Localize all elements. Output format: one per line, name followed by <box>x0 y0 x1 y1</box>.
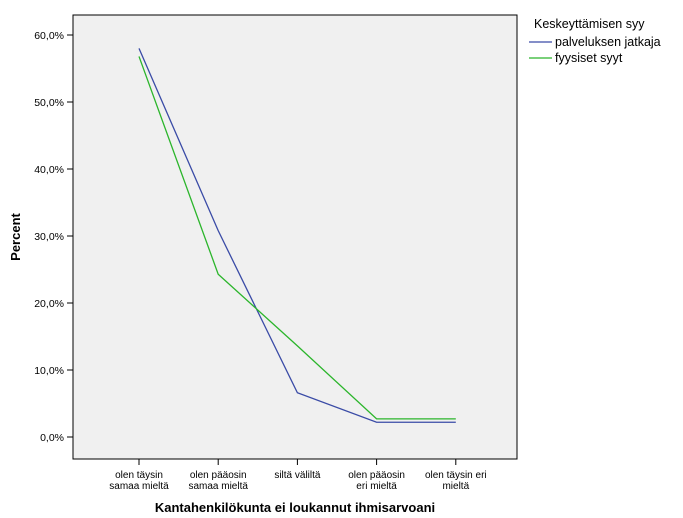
x-tick-label: eri mieltä <box>356 481 397 492</box>
y-tick-label: 40,0% <box>34 164 64 176</box>
legend: Keskeyttämisen syy palveluksen jatkaja fy… <box>529 17 661 65</box>
series-group <box>138 48 456 423</box>
y-tick-label: 50,0% <box>34 97 64 109</box>
y-axis-title: Percent <box>8 212 23 260</box>
x-tick-label: olen pääosin <box>348 470 405 481</box>
y-tick-label: 0,0% <box>40 432 64 444</box>
x-axis-title: Kantahenkilökunta ei loukannut ihmisarvo… <box>155 500 435 515</box>
x-tick-label: olen täysin eri <box>425 470 487 481</box>
y-tick-label: 20,0% <box>34 298 64 310</box>
x-tick-label: mieltä <box>442 481 469 492</box>
x-tick-label: siltä väliltä <box>274 470 321 481</box>
y-tick-label: 60,0% <box>34 30 64 42</box>
plot-area <box>72 14 518 460</box>
y-tick-label: 10,0% <box>34 365 64 377</box>
x-tick-label: olen pääosin <box>190 470 247 481</box>
legend-item-label: fyysiset syyt <box>555 51 623 65</box>
series-line-1 <box>138 56 456 420</box>
x-tick-label: samaa mieltä <box>188 481 248 492</box>
legend-title: Keskeyttämisen syy <box>534 17 645 31</box>
y-axis: 0,0% 10,0% 20,0% 30,0% 40,0% 50,0% 60,0% <box>34 30 73 444</box>
legend-item-label: palveluksen jatkaja <box>555 35 661 49</box>
y-tick-label: 30,0% <box>34 231 64 243</box>
x-tick-label: olen täysin <box>115 470 163 481</box>
series-line-0 <box>138 48 456 423</box>
x-tick-label: samaa mieltä <box>109 481 169 492</box>
